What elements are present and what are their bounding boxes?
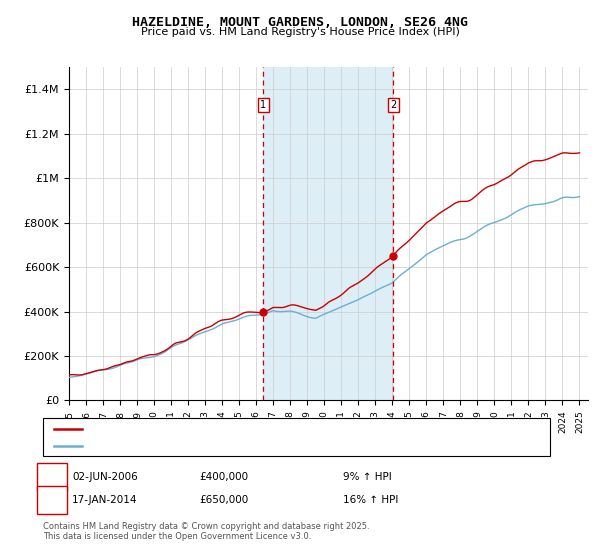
Text: 16% ↑ HPI: 16% ↑ HPI (343, 494, 398, 505)
Text: HAZELDINE, MOUNT GARDENS, LONDON, SE26 4NG (detached house): HAZELDINE, MOUNT GARDENS, LONDON, SE26 4… (88, 423, 432, 433)
Text: HPI: Average price, detached house, Lewisham: HPI: Average price, detached house, Lewi… (88, 441, 318, 451)
Text: Price paid vs. HM Land Registry's House Price Index (HPI): Price paid vs. HM Land Registry's House … (140, 27, 460, 37)
Text: Contains HM Land Registry data © Crown copyright and database right 2025.
This d: Contains HM Land Registry data © Crown c… (43, 522, 370, 542)
Text: 2: 2 (390, 100, 396, 110)
Text: 1: 1 (49, 472, 56, 482)
Text: £400,000: £400,000 (199, 472, 248, 482)
Text: 17-JAN-2014: 17-JAN-2014 (72, 494, 137, 505)
Text: 02-JUN-2006: 02-JUN-2006 (72, 472, 138, 482)
Text: £650,000: £650,000 (199, 494, 248, 505)
Text: HAZELDINE, MOUNT GARDENS, LONDON, SE26 4NG: HAZELDINE, MOUNT GARDENS, LONDON, SE26 4… (132, 16, 468, 29)
Bar (263, 67, 393, 400)
Text: 9% ↑ HPI: 9% ↑ HPI (343, 472, 392, 482)
Text: 2: 2 (49, 494, 56, 505)
Text: 1: 1 (260, 100, 266, 110)
